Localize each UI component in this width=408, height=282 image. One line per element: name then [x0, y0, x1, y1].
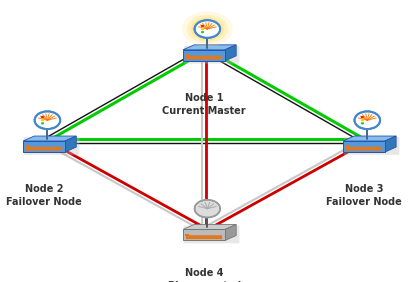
Polygon shape	[225, 224, 236, 241]
FancyBboxPatch shape	[26, 147, 62, 151]
Circle shape	[182, 11, 233, 47]
Circle shape	[201, 31, 204, 33]
Circle shape	[41, 116, 44, 118]
FancyBboxPatch shape	[185, 233, 188, 236]
Text: Node 1
Current Master: Node 1 Current Master	[162, 93, 246, 116]
FancyBboxPatch shape	[184, 226, 239, 243]
FancyBboxPatch shape	[343, 141, 385, 152]
Text: Node 4
Disconnected: Node 4 Disconnected	[167, 268, 241, 282]
FancyBboxPatch shape	[23, 141, 65, 152]
Polygon shape	[225, 45, 236, 61]
Circle shape	[195, 20, 220, 38]
Polygon shape	[343, 136, 396, 141]
Polygon shape	[23, 136, 76, 141]
FancyBboxPatch shape	[24, 137, 80, 155]
Circle shape	[201, 28, 204, 30]
Circle shape	[195, 200, 220, 217]
Circle shape	[361, 122, 364, 124]
Circle shape	[35, 111, 60, 129]
Polygon shape	[385, 136, 396, 152]
Circle shape	[187, 15, 228, 43]
Polygon shape	[65, 136, 76, 152]
Text: Node 3
Failover Node: Node 3 Failover Node	[326, 184, 402, 207]
Circle shape	[191, 17, 224, 41]
FancyBboxPatch shape	[345, 145, 348, 148]
FancyBboxPatch shape	[346, 147, 382, 151]
Circle shape	[361, 119, 364, 121]
Circle shape	[201, 25, 204, 27]
Circle shape	[361, 116, 364, 118]
Polygon shape	[183, 45, 236, 50]
FancyBboxPatch shape	[186, 56, 222, 60]
FancyBboxPatch shape	[185, 54, 188, 56]
FancyBboxPatch shape	[25, 145, 29, 148]
Text: Node 2
Failover Node: Node 2 Failover Node	[6, 184, 82, 207]
FancyBboxPatch shape	[184, 46, 239, 64]
FancyBboxPatch shape	[344, 137, 399, 155]
Polygon shape	[183, 224, 236, 230]
Circle shape	[41, 119, 44, 121]
FancyBboxPatch shape	[186, 235, 222, 239]
FancyBboxPatch shape	[183, 230, 225, 241]
FancyBboxPatch shape	[183, 50, 225, 61]
Circle shape	[41, 122, 44, 124]
Circle shape	[355, 111, 380, 129]
